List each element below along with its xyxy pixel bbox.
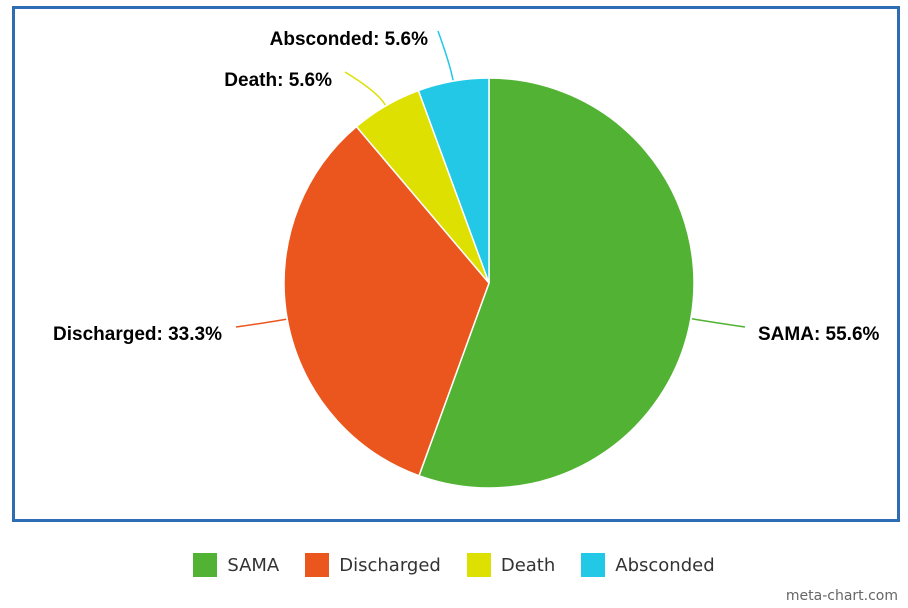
connector-discharged xyxy=(235,318,287,328)
connector-death xyxy=(344,71,386,106)
legend-item-discharged[interactable]: Discharged xyxy=(305,553,441,577)
legend-swatch-death xyxy=(466,553,491,577)
pie-data-labels: SAMA: 55.6% Discharged: 33.3% Death: 5.6% A… xyxy=(53,29,879,345)
pie-slice-discharged[interactable] xyxy=(283,125,490,477)
legend-swatch-sama xyxy=(193,553,218,577)
data-label-absconded: Absconded: 5.6% xyxy=(270,29,428,50)
data-label-sama: SAMA: 55.6% xyxy=(758,324,880,345)
connector-sama xyxy=(691,317,746,328)
pie-slice-absconded[interactable] xyxy=(417,77,490,284)
legend-swatch-absconded xyxy=(581,553,606,577)
legend: SAMA Discharged Death Absconded xyxy=(0,553,908,577)
legend-item-sama[interactable]: SAMA xyxy=(193,553,279,577)
connector-absconded xyxy=(437,30,454,81)
credit-text: meta-chart.com xyxy=(785,588,898,604)
legend-label-absconded: Absconded xyxy=(615,554,715,576)
data-label-discharged: Discharged: 33.3% xyxy=(53,324,222,345)
legend-item-absconded[interactable]: Absconded xyxy=(581,553,715,577)
legend-item-death[interactable]: Death xyxy=(466,553,556,577)
legend-label-sama: SAMA xyxy=(227,554,280,576)
legend-swatch-discharged xyxy=(305,553,330,577)
data-label-death: Death: 5.6% xyxy=(224,70,332,91)
pie-slice-sama[interactable] xyxy=(418,77,695,489)
pie-slices xyxy=(283,77,695,489)
legend-label-discharged: Discharged xyxy=(339,554,441,576)
legend-label-death: Death xyxy=(500,554,556,576)
